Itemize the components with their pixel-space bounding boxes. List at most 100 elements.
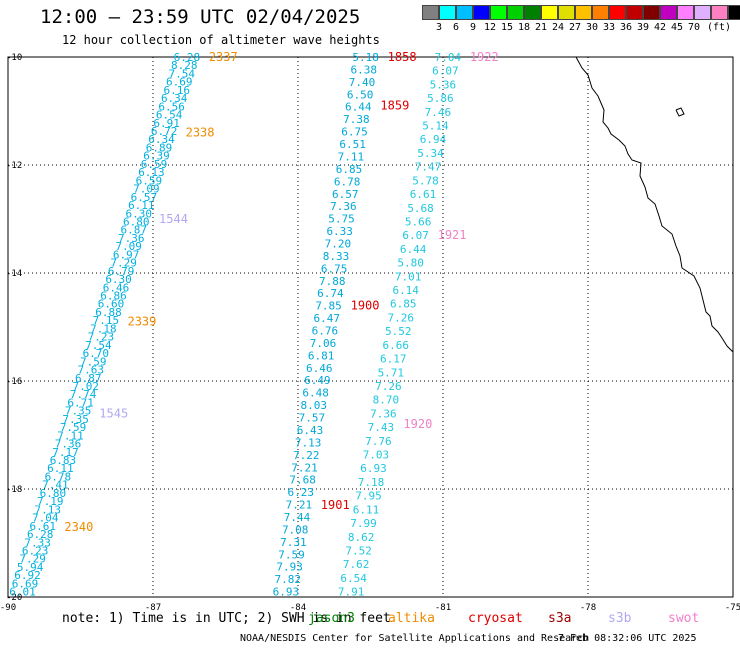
wave-height-value: 7.95 xyxy=(355,490,382,503)
wave-height-value: 8.62 xyxy=(348,531,375,544)
wave-height-value: 6.07 xyxy=(402,229,429,242)
colorbar-swatch xyxy=(694,5,711,20)
colorbar-swatch xyxy=(609,5,626,20)
wave-height-value: 7.18 xyxy=(90,322,117,335)
wave-height-value: 6.61 xyxy=(410,188,437,201)
footer-note: note: 1) Time is in UTC; 2) SWH is in fe… xyxy=(62,611,391,626)
wave-height-value: 7.36 xyxy=(55,438,82,451)
satellite-name: jason3 xyxy=(308,611,355,626)
page-title: 12:00 — 23:59 UTC 02/04/2025 xyxy=(40,6,361,28)
wave-height-value: 5.68 xyxy=(407,202,434,215)
wave-height-value: 7.76 xyxy=(365,435,392,448)
lat-label: -10 xyxy=(6,53,22,63)
wave-height-value: 6.80 xyxy=(123,215,150,228)
colorbar-swatch xyxy=(711,5,728,20)
wave-height-value: 7.57 xyxy=(299,412,326,425)
wave-height-value: 7.15 xyxy=(93,314,120,327)
wave-height-value: 6.87 xyxy=(120,224,147,237)
wave-height-value: 6.92 xyxy=(14,569,41,582)
wave-height-value: 6.72 xyxy=(151,125,178,138)
wave-height-value: 6.87 xyxy=(75,372,102,385)
satellite-name: s3b xyxy=(608,611,632,626)
lat-label: -18 xyxy=(6,485,22,495)
wave-height-value: 6.17 xyxy=(380,353,407,366)
lon-label: -87 xyxy=(145,603,161,613)
wave-height-value: 8.70 xyxy=(373,394,400,407)
wave-height-value: 5.94 xyxy=(17,561,44,574)
wave-height-value: 7.11 xyxy=(57,429,84,442)
colorbar-swatch xyxy=(575,5,592,20)
wave-height-value: 5.52 xyxy=(385,325,412,338)
lat-label: -16 xyxy=(6,377,22,387)
lon-label: -75 xyxy=(725,603,740,613)
wave-height-value: 5.86 xyxy=(427,92,454,105)
colorbar-swatch xyxy=(524,5,541,20)
wave-height-value: 7.09 xyxy=(133,183,160,196)
wave-height-value: 7.17 xyxy=(52,446,79,459)
map-frame xyxy=(7,56,734,598)
wave-height-value: 7.08 xyxy=(282,523,309,536)
colorbar-swatch xyxy=(660,5,677,20)
colorbar-swatch xyxy=(558,5,575,20)
colorbar-tick-label: 21 xyxy=(534,22,548,33)
wave-height-value: 6.57 xyxy=(131,191,158,204)
colorbar-tick-label: 27 xyxy=(568,22,582,33)
wave-height-value: 6.43 xyxy=(297,424,324,437)
wave-height-value: 7.35 xyxy=(62,413,89,426)
colorbar-tick-label: 30 xyxy=(585,22,599,33)
wave-height-value: 7.21 xyxy=(286,499,313,512)
wave-height-value: 7.02 xyxy=(72,380,99,393)
colorbar-swatch xyxy=(592,5,609,20)
colorbar-swatch xyxy=(643,5,660,20)
wave-height-value: 6.39 xyxy=(143,150,170,163)
wave-height-value: 7.54 xyxy=(85,339,112,352)
pass-time-label: 1901 xyxy=(321,498,350,512)
colorbar-tick-label: 6 xyxy=(452,22,460,33)
generated-timestamp: 7 Feb 08:32:06 UTC 2025 xyxy=(558,633,697,644)
pass-time-label: 1922 xyxy=(470,50,499,64)
wave-height-value: 6.13 xyxy=(138,166,165,179)
wave-height-value: 6.56 xyxy=(158,100,185,113)
wave-height-value: 7.38 xyxy=(343,113,370,126)
wave-height-value: 6.91 xyxy=(153,117,180,130)
wave-height-value: 6.59 xyxy=(141,158,168,171)
pass-time-label: 1921 xyxy=(438,228,467,242)
pass-time-label: 1545 xyxy=(99,406,128,420)
colorbar-swatch xyxy=(473,5,490,20)
colorbar-tick-label: 39 xyxy=(636,22,650,33)
wave-height-value: 7.35 xyxy=(65,405,92,418)
wave-height-value: 6.34 xyxy=(148,133,175,146)
lat-label: -14 xyxy=(6,269,22,279)
wave-height-value: 6.71 xyxy=(67,396,94,409)
wave-height-value: 6.11 xyxy=(47,462,74,475)
wave-height-value: 7.29 xyxy=(19,553,46,566)
wave-height-value: 7.23 xyxy=(88,331,115,344)
wave-height-value: 7.62 xyxy=(343,558,370,571)
lat-label: -12 xyxy=(6,161,22,171)
wave-height-value: 6.34 xyxy=(161,92,188,105)
wave-height-value: 7.82 xyxy=(275,573,302,586)
wave-height-value: 5.34 xyxy=(417,147,444,160)
wave-height-value: 7.36 xyxy=(330,200,357,213)
satellite-name: altika xyxy=(388,611,435,626)
colorbar-swatch xyxy=(507,5,524,20)
wave-height-value: 6.11 xyxy=(128,199,155,212)
colorbar-tick-label: 33 xyxy=(602,22,616,33)
colorbar-swatch xyxy=(626,5,643,20)
wave-height-value: 6.93 xyxy=(360,462,387,475)
wave-height-value: 8.03 xyxy=(300,399,327,412)
pass-time-label: 1858 xyxy=(388,50,417,64)
wave-height-value: 7.26 xyxy=(387,311,414,324)
wave-height-value: 7.91 xyxy=(338,586,365,599)
wave-height-value: 7.40 xyxy=(349,76,376,89)
wave-height-value: 7.59 xyxy=(80,355,107,368)
lon-label: -78 xyxy=(580,603,596,613)
wave-height-value: 8.28 xyxy=(171,59,198,72)
wave-height-value: 7.33 xyxy=(24,536,51,549)
wave-height-value: 6.01 xyxy=(9,586,36,599)
wave-height-value: 6.47 xyxy=(313,312,340,325)
wave-height-value: 6.54 xyxy=(156,109,183,122)
wave-height-value: 6.44 xyxy=(400,243,427,256)
wave-height-value: 7.44 xyxy=(284,511,311,524)
